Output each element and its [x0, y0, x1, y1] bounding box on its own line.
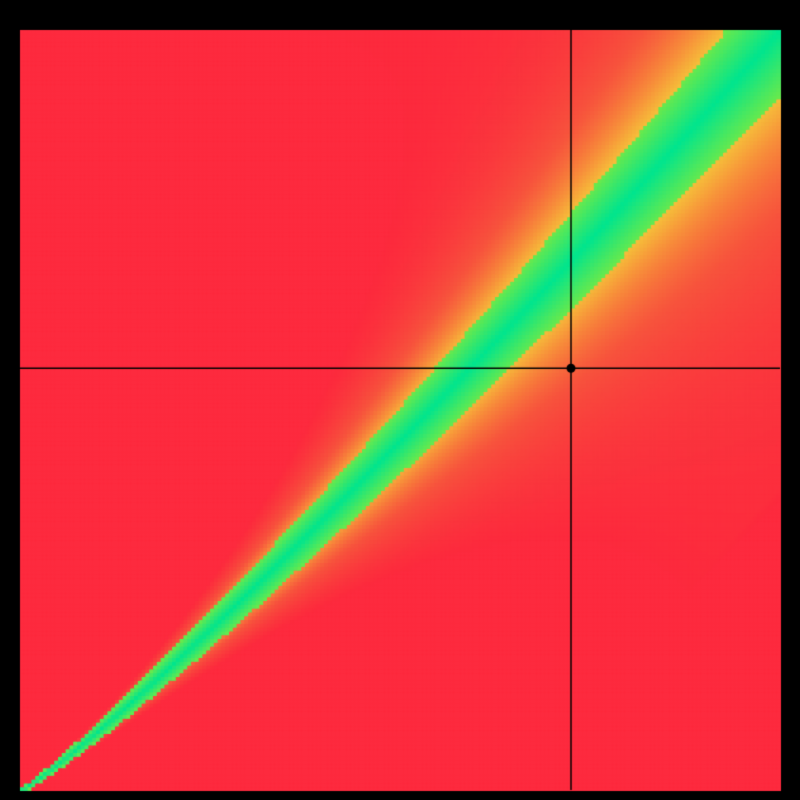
- bottleneck-heatmap-canvas: [0, 0, 800, 800]
- chart-container: TheBottleneck.com: [0, 0, 800, 800]
